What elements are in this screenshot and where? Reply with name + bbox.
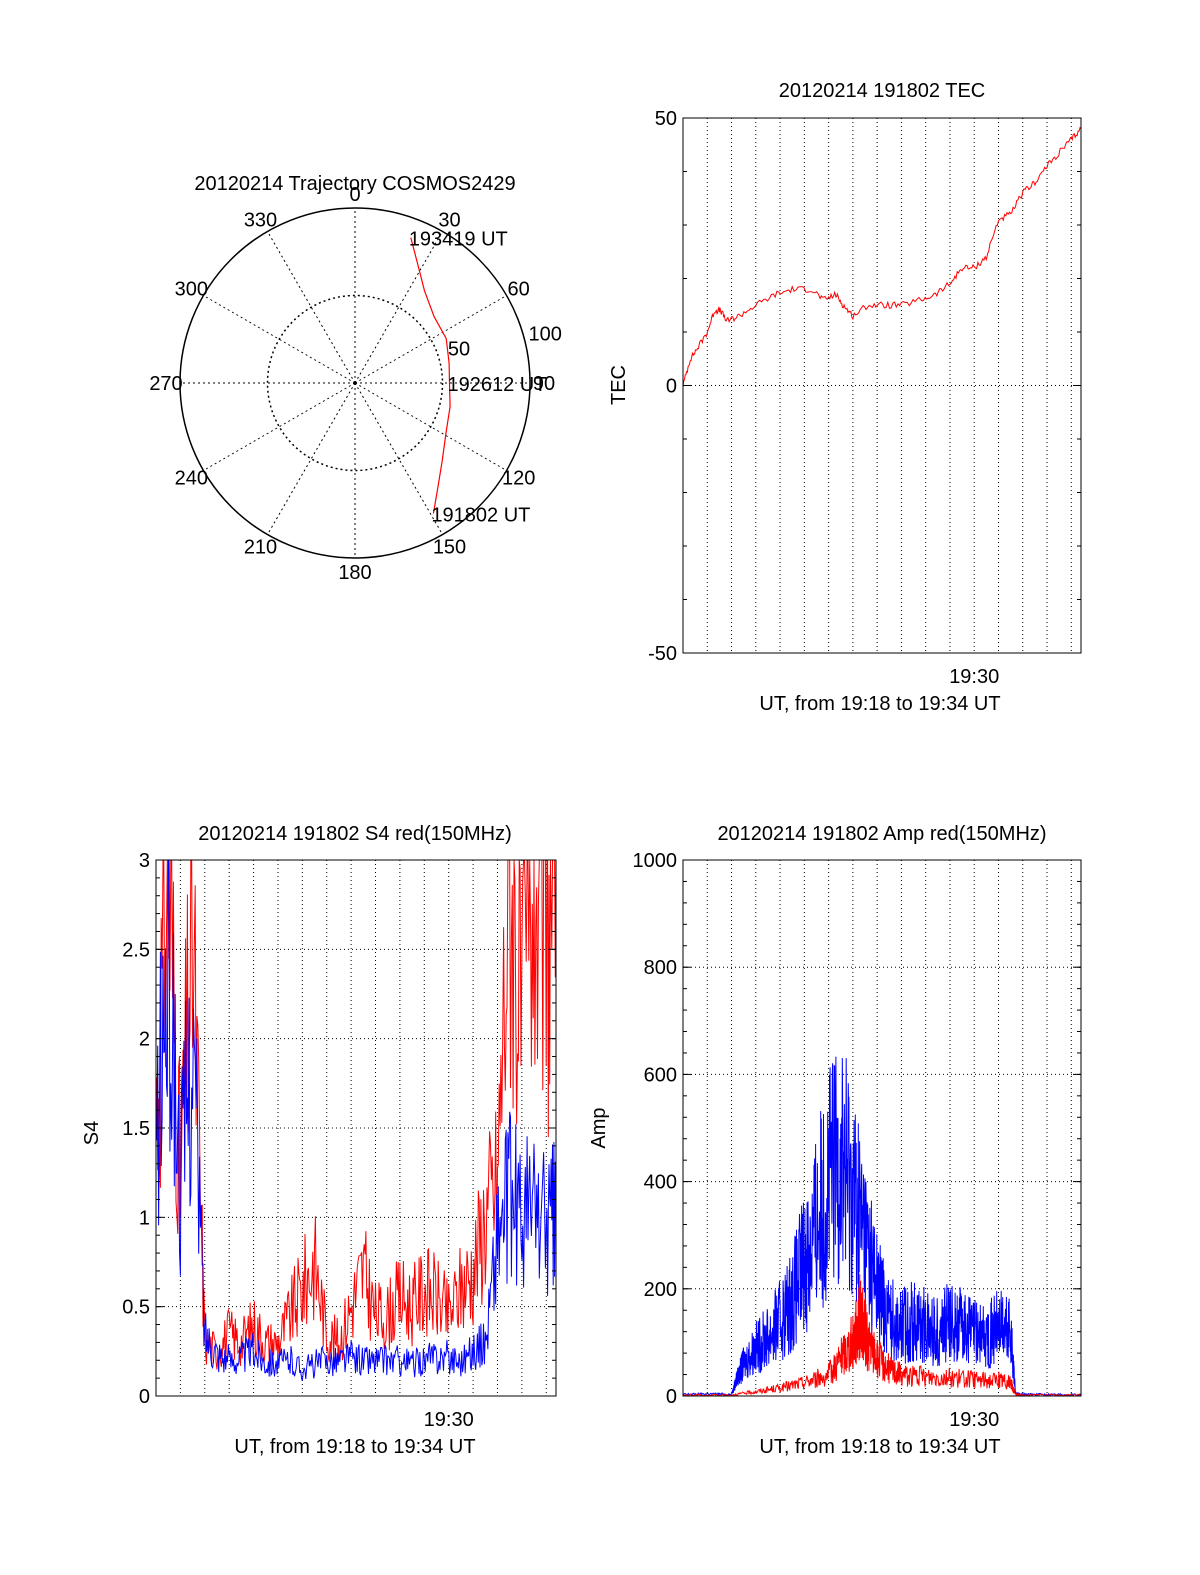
- trajectory-annotations: 193419 UT 192612 UT 191802 UT: [409, 229, 547, 527]
- amp-ytick-label: 600: [644, 1064, 677, 1086]
- amp-xlabel: UT, from 19:18 to 19:34 UT: [759, 1436, 1000, 1458]
- s4-ticks: 0 0.5 1 1.5 2 2.5 3 19:30: [122, 850, 556, 1431]
- polar-angle-label: 30: [438, 209, 460, 231]
- amp-grid: [683, 860, 1081, 1396]
- panel-amp: 20120214 191802 Amp red(150MHz) 0 200 400 6…: [588, 823, 1082, 1458]
- polar-outer-circle: [179, 207, 531, 559]
- tec-xtick-label: 19:30: [949, 666, 999, 688]
- tec-title: 20120214 191802 TEC: [779, 80, 985, 102]
- polar-angle-label: 210: [244, 537, 277, 559]
- polar-grid: [180, 208, 530, 558]
- polar-radial-labels: 50 100: [448, 324, 562, 361]
- s4-ytick-label: 2.5: [122, 939, 150, 961]
- polar-angle-label: 330: [244, 209, 277, 231]
- trajectory-line: [410, 237, 451, 514]
- polar-angle-label: 60: [508, 279, 530, 301]
- polar-angle-label: 0: [349, 184, 360, 206]
- polar-angle-label: 150: [433, 537, 466, 559]
- amp-ytick-label: 800: [644, 957, 677, 979]
- s4-ytick-label: 2: [139, 1029, 150, 1051]
- s4-ylabel: S4: [81, 1121, 103, 1145]
- amp-series: [682, 1056, 1082, 1398]
- polar-spoke: [354, 231, 443, 384]
- amp-xtick-label: 19:30: [949, 1409, 999, 1431]
- polar-ring: [266, 294, 444, 472]
- tec-ylabel: TEC: [608, 365, 630, 405]
- polar-title: 20120214 Trajectory COSMOS2429: [194, 173, 515, 195]
- amp-ytick-label: 400: [644, 1172, 677, 1194]
- trajectory-annotation: 193419 UT: [409, 229, 508, 251]
- s4-xtick-label: 19:30: [424, 1409, 474, 1431]
- polar-spoke: [203, 295, 356, 384]
- amp-plot-frame: [682, 859, 1082, 1397]
- polar-spoke: [267, 231, 356, 384]
- amp-ytick-label: 1000: [633, 850, 678, 872]
- s4-series-line: [155, 859, 557, 1382]
- amp-ytick-label: 200: [644, 1279, 677, 1301]
- s4-title: 20120214 191802 S4 red(150MHz): [198, 823, 512, 845]
- s4-ytick-label: 0.5: [122, 1297, 150, 1319]
- panel-s4: 20120214 191802 S4 red(150MHz) 0 0.5 1 1.5 2…: [81, 823, 557, 1458]
- s4-xlabel: UT, from 19:18 to 19:34 UT: [234, 1436, 475, 1458]
- polar-angle-label: 120: [502, 468, 535, 490]
- trajectory-annotation: 192612 UT: [448, 374, 547, 396]
- polar-radial-label: 50: [448, 339, 470, 361]
- s4-ytick-label: 0: [139, 1386, 150, 1408]
- polar-angle-label: 270: [149, 373, 182, 395]
- tec-series: [682, 126, 1082, 388]
- tec-series-line: [682, 126, 1082, 388]
- s4-ytick-label: 1.5: [122, 1118, 150, 1140]
- tec-ytick-label: -50: [648, 643, 677, 665]
- polar-angle-labels: 0 30 60 90 120 150 180 210 240 270 300 330: [149, 184, 555, 584]
- polar-angle-label: 300: [175, 279, 208, 301]
- s4-series-line: [155, 859, 557, 1370]
- tec-ticks: -50 0 50 19:30: [648, 108, 1081, 688]
- amp-ytick-label: 0: [666, 1386, 677, 1408]
- polar-spoke: [354, 382, 507, 471]
- polar-angle-label: 180: [338, 562, 371, 584]
- polar-angle-label: 90: [533, 373, 555, 395]
- amp-ticks: 0 200 400 600 800 1000 19:30: [633, 850, 1081, 1431]
- amp-ylabel: Amp: [588, 1107, 610, 1148]
- polar-spoke: [267, 382, 356, 535]
- tec-ytick-label: 0: [666, 376, 677, 398]
- polar-spoke: [354, 295, 507, 384]
- amp-series-line: [682, 1274, 1082, 1397]
- tec-ytick-label: 50: [655, 108, 677, 130]
- panel-polar: 20120214 Trajectory COSMOS2429 0 30 60 90 12…: [149, 173, 562, 584]
- polar-angle-label: 240: [175, 468, 208, 490]
- s4-series: [155, 859, 557, 1382]
- s4-ytick-label: 3: [139, 850, 150, 872]
- tec-xlabel: UT, from 19:18 to 19:34 UT: [759, 693, 1000, 715]
- s4-ytick-label: 1: [139, 1207, 150, 1229]
- polar-spoke: [203, 382, 356, 471]
- amp-title: 20120214 191802 Amp red(150MHz): [717, 823, 1046, 845]
- trajectory-annotation: 191802 UT: [431, 505, 530, 527]
- panel-tec: 20120214 191802 TEC -50 0 50 19:30 UT, from…: [608, 80, 1082, 715]
- polar-radial-label: 100: [528, 324, 561, 346]
- amp-series-line: [682, 1056, 1082, 1398]
- polar-spoke: [354, 382, 443, 535]
